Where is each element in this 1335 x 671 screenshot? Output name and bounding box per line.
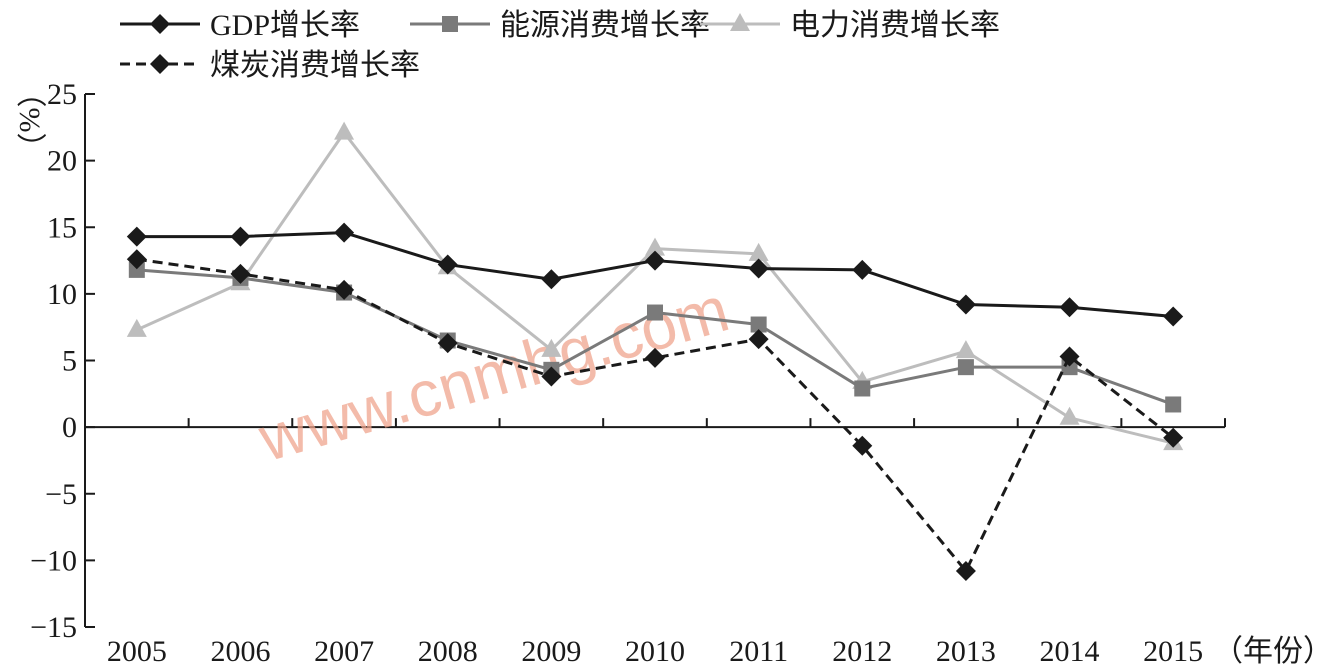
data-point-diamond <box>541 366 562 387</box>
x-tick-label: 2010 <box>625 635 685 666</box>
data-point-square <box>750 316 767 333</box>
data-point-diamond <box>852 259 873 280</box>
data-point-diamond <box>1059 346 1080 367</box>
x-tick-label: 2015 <box>1143 635 1203 666</box>
data-point-diamond <box>1059 297 1080 318</box>
data-point-diamond <box>1163 427 1184 448</box>
data-point-diamond <box>541 269 562 290</box>
data-point-diamond <box>437 333 458 354</box>
data-point-diamond <box>748 258 769 279</box>
legend-item: 能源消费增长率 <box>410 9 710 42</box>
legend-item: 电力消费增长率 <box>700 9 1000 42</box>
data-point-diamond <box>126 226 147 247</box>
data-point-diamond <box>230 226 251 247</box>
legend-label: 煤炭消费增长率 <box>210 49 420 82</box>
legend-label: 能源消费增长率 <box>500 9 710 42</box>
x-tick-label: 2012 <box>832 635 892 666</box>
data-point-diamond <box>437 254 458 275</box>
data-point-square <box>442 16 458 32</box>
x-tick-label: 2008 <box>418 635 478 666</box>
series-0 <box>126 222 1184 327</box>
y-tick-label: −15 <box>30 611 77 644</box>
y-axis-unit-label: （%） <box>13 78 46 163</box>
y-tick-label: 20 <box>47 145 77 178</box>
series-layer <box>126 121 1184 582</box>
data-point-diamond <box>150 14 170 34</box>
data-point-diamond <box>645 347 665 368</box>
data-point-diamond <box>150 54 170 74</box>
data-point-diamond <box>1163 306 1184 327</box>
data-point-square <box>854 380 871 397</box>
data-point-diamond <box>955 561 976 582</box>
data-point-square <box>1165 396 1182 413</box>
data-point-diamond <box>230 263 251 284</box>
x-tick-label: 2014 <box>1040 635 1100 666</box>
y-tick-label: 0 <box>62 411 77 444</box>
x-tick-label: 2005 <box>107 635 167 666</box>
data-point-triangle <box>126 318 147 337</box>
y-tick-label: 10 <box>47 278 77 311</box>
data-point-diamond <box>126 249 147 270</box>
data-point-triangle <box>334 121 355 140</box>
x-tick-label: 2007 <box>314 635 374 666</box>
legend-item: GDP增长率 <box>120 9 360 42</box>
y-tick-label: 15 <box>47 211 77 244</box>
data-point-square <box>647 304 663 321</box>
data-point-diamond <box>645 250 665 271</box>
y-tick-label: 25 <box>47 78 77 111</box>
legend-label: GDP增长率 <box>210 9 360 42</box>
data-point-triangle <box>730 13 750 31</box>
data-point-triangle <box>541 338 562 357</box>
series-3 <box>126 249 1184 582</box>
data-point-diamond <box>955 294 976 315</box>
data-point-triangle <box>1059 406 1080 425</box>
y-tick-label: 5 <box>62 345 77 378</box>
x-tick-label: 2011 <box>729 635 788 666</box>
data-point-diamond <box>748 329 769 350</box>
x-tick-label: 2009 <box>521 635 581 666</box>
y-tick-label: −10 <box>30 544 77 577</box>
x-tick-label: 2013 <box>936 635 996 666</box>
data-point-diamond <box>334 279 355 300</box>
legend-item: 煤炭消费增长率 <box>120 49 420 82</box>
data-point-triangle <box>955 340 976 359</box>
data-point-diamond <box>334 222 355 243</box>
data-point-square <box>957 359 974 376</box>
data-point-diamond <box>852 435 873 456</box>
data-point-triangle <box>748 242 769 261</box>
y-tick-label: −5 <box>45 478 77 511</box>
x-axis-unit-label: （年份） <box>1213 635 1333 666</box>
x-tick-label: 2006 <box>210 635 270 666</box>
data-point-square <box>128 261 145 278</box>
data-point-triangle <box>645 237 665 256</box>
legend-label: 电力消费增长率 <box>790 9 1000 42</box>
